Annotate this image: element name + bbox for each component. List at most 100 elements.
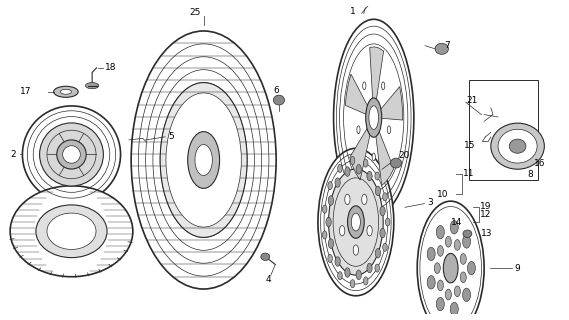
Ellipse shape [380, 206, 385, 216]
Polygon shape [345, 74, 368, 115]
Text: 20: 20 [399, 151, 410, 160]
Text: 3: 3 [427, 198, 433, 207]
Ellipse shape [491, 123, 545, 169]
Ellipse shape [160, 83, 247, 237]
Ellipse shape [460, 254, 466, 264]
Ellipse shape [446, 289, 451, 300]
Ellipse shape [40, 123, 104, 186]
Ellipse shape [351, 280, 355, 288]
Text: 1: 1 [351, 7, 356, 16]
Ellipse shape [438, 280, 443, 291]
Text: 5: 5 [168, 132, 174, 141]
Ellipse shape [450, 220, 458, 234]
Ellipse shape [60, 89, 72, 94]
Ellipse shape [195, 145, 212, 175]
Ellipse shape [387, 126, 390, 134]
Ellipse shape [323, 205, 327, 213]
Ellipse shape [434, 263, 440, 274]
Text: 16: 16 [534, 159, 546, 168]
Ellipse shape [188, 132, 220, 188]
Ellipse shape [335, 257, 340, 266]
Text: 17: 17 [19, 87, 31, 96]
Ellipse shape [436, 226, 444, 239]
Ellipse shape [10, 186, 133, 277]
Ellipse shape [463, 288, 471, 301]
Text: 25: 25 [189, 8, 201, 17]
Ellipse shape [375, 264, 380, 272]
Bar [468, 80, 538, 180]
Text: 7: 7 [444, 41, 450, 50]
Text: 4: 4 [265, 275, 271, 284]
Ellipse shape [364, 277, 368, 285]
Text: 2: 2 [10, 150, 16, 159]
Ellipse shape [345, 268, 350, 277]
Ellipse shape [498, 129, 537, 163]
Ellipse shape [369, 106, 378, 129]
Ellipse shape [455, 286, 460, 297]
Ellipse shape [362, 194, 367, 204]
Ellipse shape [348, 206, 364, 238]
Ellipse shape [326, 217, 331, 227]
Ellipse shape [463, 235, 471, 248]
Ellipse shape [356, 270, 361, 280]
Ellipse shape [446, 236, 451, 247]
Ellipse shape [362, 82, 366, 90]
Ellipse shape [450, 302, 458, 316]
Ellipse shape [364, 159, 368, 167]
Ellipse shape [36, 205, 107, 258]
Ellipse shape [333, 19, 414, 216]
Ellipse shape [382, 82, 385, 90]
Ellipse shape [427, 276, 435, 289]
Text: 21: 21 [466, 96, 477, 105]
Ellipse shape [460, 272, 466, 283]
Ellipse shape [63, 146, 80, 163]
Ellipse shape [328, 239, 333, 248]
Ellipse shape [323, 231, 327, 239]
Ellipse shape [380, 228, 385, 238]
Ellipse shape [328, 196, 333, 205]
Ellipse shape [356, 164, 361, 174]
Ellipse shape [367, 226, 372, 236]
Polygon shape [376, 130, 394, 186]
Ellipse shape [85, 83, 99, 89]
Ellipse shape [261, 253, 270, 260]
Polygon shape [370, 47, 384, 101]
Text: 9: 9 [515, 264, 521, 273]
Ellipse shape [353, 245, 358, 255]
Ellipse shape [351, 213, 360, 231]
Ellipse shape [463, 230, 472, 237]
Ellipse shape [337, 272, 342, 280]
Text: 10: 10 [437, 190, 448, 199]
Ellipse shape [351, 156, 355, 164]
Text: 14: 14 [451, 218, 462, 227]
Ellipse shape [383, 243, 387, 251]
Ellipse shape [372, 153, 376, 161]
Text: 12: 12 [480, 210, 491, 219]
Ellipse shape [47, 213, 96, 250]
Ellipse shape [438, 245, 443, 256]
Ellipse shape [345, 194, 350, 204]
Text: 13: 13 [481, 229, 493, 238]
Ellipse shape [328, 181, 332, 190]
Ellipse shape [53, 86, 78, 97]
Ellipse shape [131, 31, 276, 289]
Ellipse shape [345, 167, 350, 176]
Ellipse shape [509, 139, 526, 153]
Ellipse shape [367, 263, 372, 273]
Ellipse shape [273, 95, 284, 105]
Text: 18: 18 [105, 63, 117, 72]
Text: 11: 11 [463, 169, 475, 178]
Ellipse shape [335, 178, 340, 188]
Ellipse shape [366, 98, 382, 137]
Text: 19: 19 [480, 202, 491, 211]
Ellipse shape [376, 248, 381, 258]
Ellipse shape [328, 254, 332, 262]
Ellipse shape [427, 247, 435, 260]
Ellipse shape [340, 226, 345, 236]
Text: 8: 8 [527, 170, 533, 179]
Ellipse shape [443, 253, 458, 283]
Ellipse shape [435, 43, 448, 54]
Ellipse shape [455, 240, 460, 250]
Ellipse shape [22, 106, 121, 203]
Ellipse shape [318, 148, 394, 296]
